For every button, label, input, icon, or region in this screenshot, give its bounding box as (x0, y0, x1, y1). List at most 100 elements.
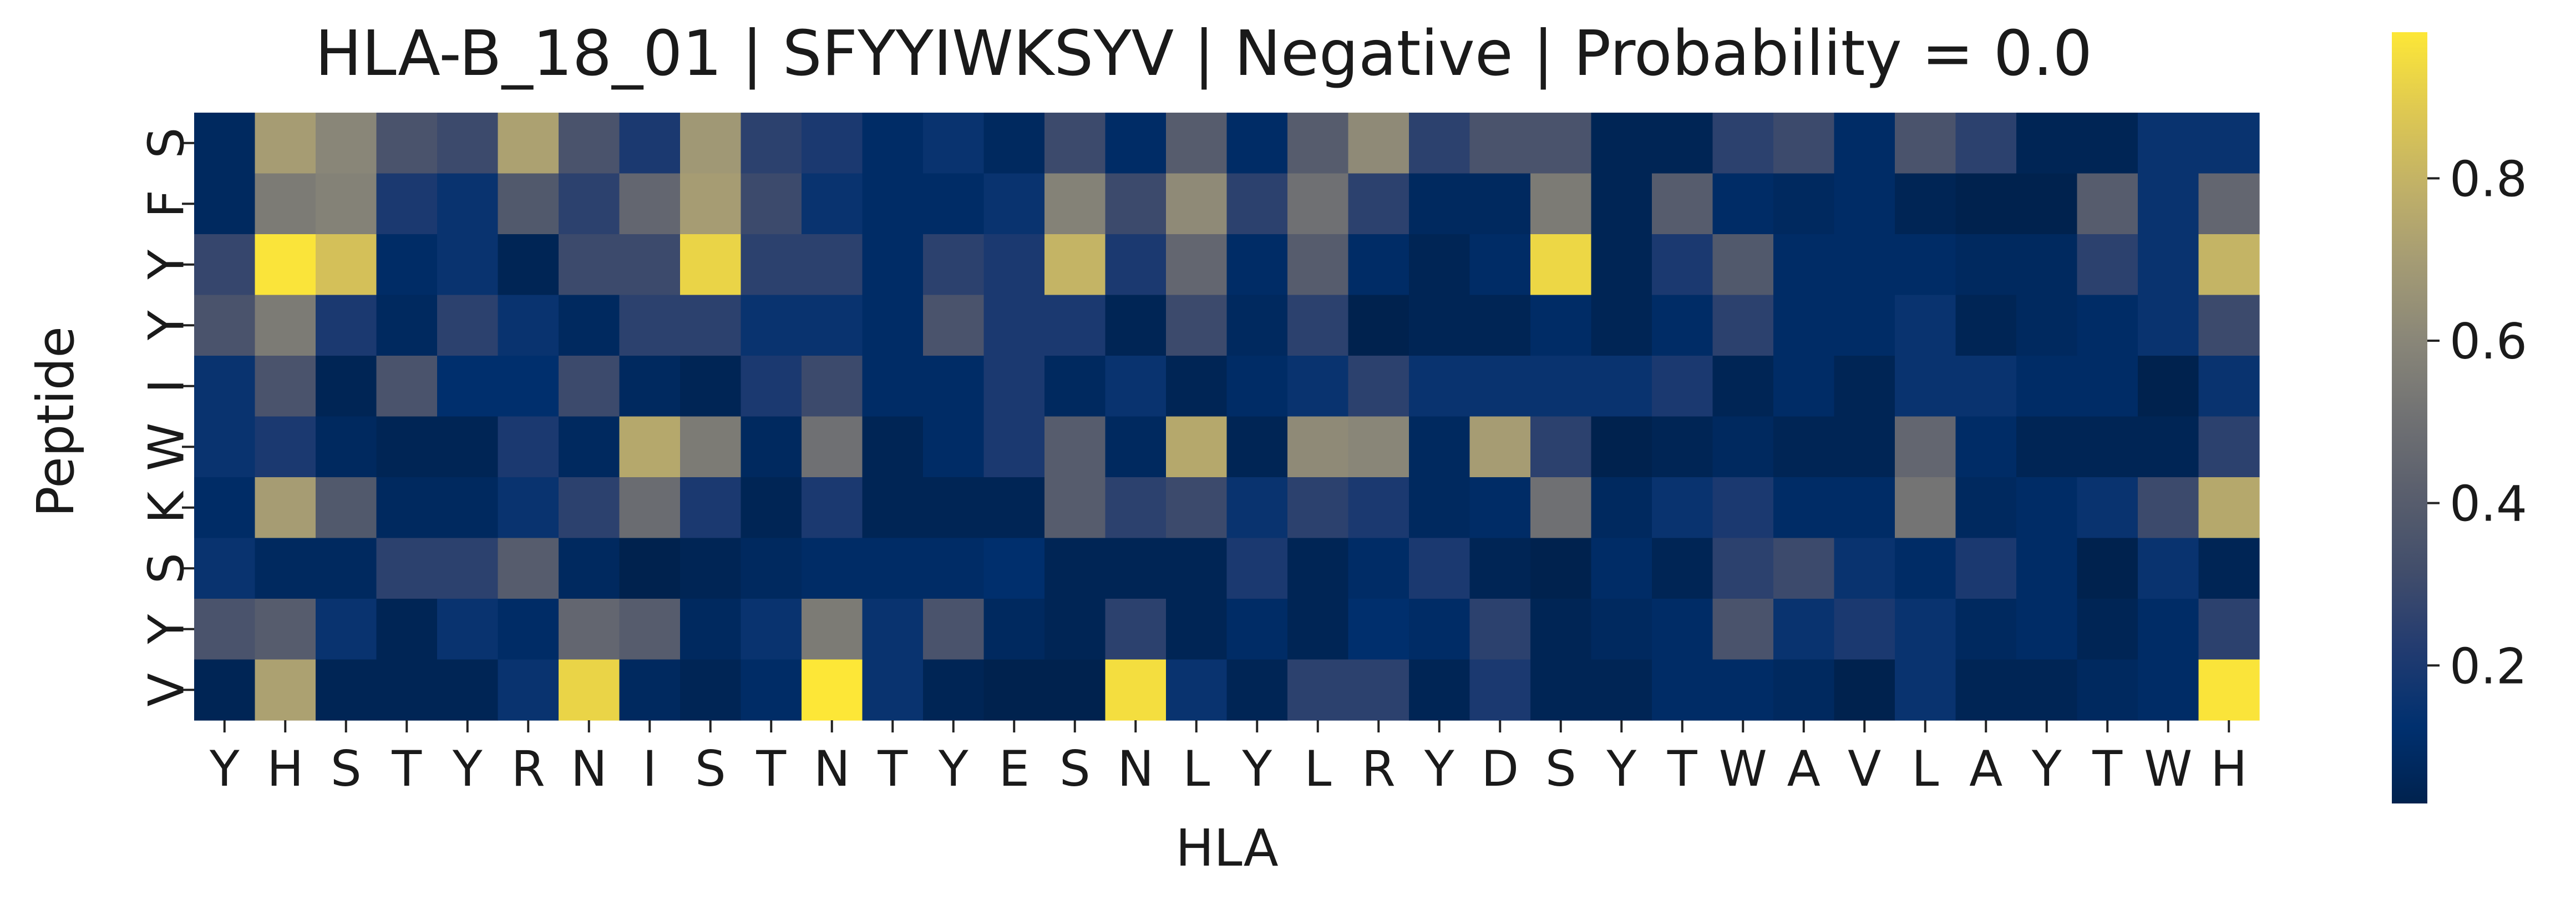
heatmap-cell (1895, 234, 1956, 296)
heatmap-cell (862, 538, 924, 599)
heatmap-cell (1955, 659, 2017, 721)
heatmap-cell (194, 538, 256, 599)
heatmap-cell (983, 295, 1045, 356)
heatmap-cell (741, 356, 802, 417)
heatmap-cell (680, 173, 742, 235)
heatmap-cell (2198, 113, 2260, 174)
heatmap-cell (255, 234, 316, 296)
heatmap-cell (680, 234, 742, 296)
heatmap-cell (1652, 538, 1713, 599)
x-tick-label: N (571, 740, 607, 797)
x-tick-label: T (2092, 740, 2123, 797)
x-tick-label: W (2144, 740, 2192, 797)
x-tick-label: S (1545, 740, 1576, 797)
heatmap-cell (983, 477, 1045, 539)
heatmap-cell (498, 477, 559, 539)
x-tick-label: Y (1241, 740, 1272, 797)
heatmap-cell (741, 295, 802, 356)
heatmap-cell (1955, 538, 2017, 599)
heatmap-cell (2138, 477, 2199, 539)
heatmap-cell (1226, 416, 1288, 478)
colorbar (2392, 32, 2427, 803)
heatmap-cell (1895, 599, 1956, 660)
heatmap-cell (437, 659, 499, 721)
heatmap-cell (1105, 234, 1167, 296)
x-tick-label: H (267, 740, 303, 797)
heatmap-cell (680, 113, 742, 174)
heatmap-cell (862, 113, 924, 174)
heatmap-cell (2077, 173, 2138, 235)
heatmap-cell (437, 173, 499, 235)
heatmap-cell (1044, 356, 1106, 417)
heatmap-cell (1166, 416, 1228, 478)
heatmap-cell (1773, 113, 1835, 174)
heatmap-cell (559, 234, 620, 296)
heatmap-cell (255, 416, 316, 478)
heatmap-cell (1652, 356, 1713, 417)
heatmap-cell (1955, 234, 2017, 296)
heatmap-cell (983, 659, 1045, 721)
x-tick-label: Y (209, 740, 240, 797)
heatmap-cell (2077, 477, 2138, 539)
heatmap-cell (1773, 234, 1835, 296)
heatmap-cell (559, 113, 620, 174)
heatmap-cell (1469, 113, 1531, 174)
heatmap-cell (619, 173, 681, 235)
heatmap-cell (1409, 173, 1470, 235)
heatmap-cell (2016, 234, 2078, 296)
heatmap-cell (1591, 295, 1652, 356)
heatmap-cell (741, 113, 802, 174)
heatmap-cell (1166, 295, 1228, 356)
heatmap-cell (1287, 295, 1349, 356)
heatmap-cell (1955, 416, 2017, 478)
heatmap-cell (1895, 416, 1956, 478)
heatmap-cell (1044, 295, 1106, 356)
heatmap-cell (1469, 599, 1531, 660)
x-tick-label: Y (1606, 740, 1636, 797)
heatmap-cell (923, 599, 985, 660)
heatmap-cell (1166, 234, 1228, 296)
heatmap-cell (255, 659, 316, 721)
heatmap-cell (1287, 659, 1349, 721)
heatmap-cell (680, 295, 742, 356)
heatmap-cell (1591, 477, 1652, 539)
heatmap-cell (802, 295, 863, 356)
heatmap-cell (437, 356, 499, 417)
heatmap-cell (1712, 659, 1774, 721)
colorbar-tick-label: 0.4 (2450, 476, 2527, 533)
heatmap-cell (2077, 356, 2138, 417)
heatmap-cell (680, 659, 742, 721)
heatmap-cell (1348, 538, 1409, 599)
heatmap-cell (1530, 416, 1592, 478)
heatmap-cell (1044, 113, 1106, 174)
x-tick-label: H (2210, 740, 2247, 797)
x-tick-label: T (877, 740, 908, 797)
heatmap-cell (376, 599, 438, 660)
heatmap-cell (741, 173, 802, 235)
heatmap-cell (1955, 477, 2017, 539)
heatmap-cell (1652, 599, 1713, 660)
heatmap-cell (1348, 599, 1409, 660)
heatmap-cell (316, 356, 377, 417)
heatmap-cell (619, 477, 681, 539)
heatmap-cell (1166, 599, 1228, 660)
y-tick-label: Y (138, 250, 195, 280)
heatmap-cell (1712, 173, 1774, 235)
heatmap-cell (1469, 356, 1531, 417)
heatmap-cell (1591, 113, 1652, 174)
heatmap-cell (983, 173, 1045, 235)
heatmap-cell (619, 356, 681, 417)
heatmap-cell (2198, 173, 2260, 235)
heatmap-cell (1105, 659, 1167, 721)
heatmap-cell (1469, 173, 1531, 235)
heatmap-cell (923, 234, 985, 296)
heatmap-cell (741, 538, 802, 599)
heatmap-cell (1955, 173, 2017, 235)
colorbar-tick-label: 0.2 (2450, 638, 2527, 695)
heatmap-cell (1409, 599, 1470, 660)
heatmap-cell (2077, 113, 2138, 174)
heatmap-cell (2016, 416, 2078, 478)
x-tick-label: N (814, 740, 850, 797)
heatmap-cell (1895, 477, 1956, 539)
